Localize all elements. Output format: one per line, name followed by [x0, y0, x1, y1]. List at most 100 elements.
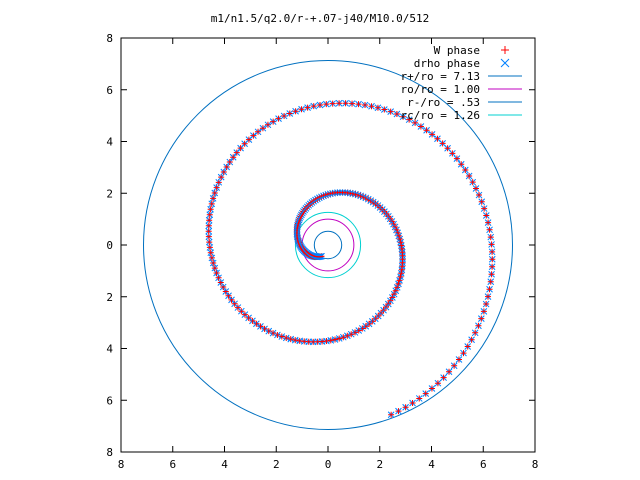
w-phase-point — [398, 270, 405, 277]
legend-label: ro/ro = 1.00 — [401, 83, 480, 96]
w-phase-point — [211, 265, 218, 272]
x-tick-label: 2 — [273, 458, 280, 471]
w-phase-point — [485, 219, 492, 226]
legend-label: drho phase — [414, 57, 480, 70]
w-phase-point — [428, 385, 435, 392]
w-phase-point — [207, 206, 214, 213]
w-phase-point — [406, 116, 413, 123]
w-phase-point — [208, 254, 215, 261]
w-phase-point — [213, 184, 220, 191]
radius-circle — [301, 218, 355, 272]
w-phase-point — [245, 314, 252, 321]
w-phase-point — [462, 167, 469, 174]
y-tick-label: 8 — [106, 446, 113, 459]
w-phase-point — [472, 185, 479, 192]
legend-label: W phase — [434, 44, 480, 57]
w-phase-point — [340, 334, 347, 341]
w-phase-point — [475, 322, 482, 329]
w-phase-point — [486, 286, 493, 293]
y-tick-label: 4 — [106, 343, 113, 356]
w-phase-point — [275, 115, 282, 122]
w-phase-point — [388, 411, 395, 418]
w-phase-point — [215, 274, 222, 281]
w-phase-point — [230, 154, 237, 161]
w-phase-point — [481, 205, 488, 212]
w-phase-point — [487, 234, 494, 241]
w-phase-point — [387, 297, 394, 304]
w-phase-point — [304, 104, 311, 111]
w-phase-point — [455, 356, 462, 363]
w-phase-point — [253, 320, 260, 327]
w-phase-point — [250, 132, 257, 139]
w-phase-point — [332, 336, 339, 343]
y-tick-label: 4 — [106, 136, 113, 149]
w-phase-point — [205, 233, 212, 240]
w-phase-point — [329, 100, 336, 107]
radius-circle — [294, 211, 362, 279]
w-phase-point — [400, 113, 407, 120]
w-phase-point — [434, 135, 441, 142]
w-phase-point — [434, 380, 441, 387]
w-phase-point — [446, 368, 453, 375]
w-phase-point — [439, 140, 446, 147]
x-tick-label: 6 — [480, 458, 487, 471]
w-phase-point — [476, 192, 483, 199]
w-phase-point — [213, 269, 220, 276]
y-tick-label: 0 — [106, 239, 113, 252]
w-phase-point — [412, 119, 419, 126]
w-phase-point — [287, 336, 294, 343]
w-phase-point — [466, 172, 473, 179]
w-phase-point — [395, 408, 402, 415]
x-tick-label: 8 — [532, 458, 539, 471]
w-phase-point — [374, 104, 381, 111]
w-phase-point — [416, 395, 423, 402]
w-phase-point — [316, 102, 323, 109]
w-phase-point — [468, 336, 475, 343]
w-phase-point — [210, 260, 217, 267]
legend-marker-sample — [500, 58, 510, 68]
w-phase-point — [310, 103, 317, 110]
w-phase-point — [241, 140, 248, 147]
points-layer — [205, 99, 496, 419]
y-tick-label: 2 — [106, 187, 113, 200]
w-phase-point — [211, 189, 218, 196]
w-phase-point — [489, 248, 496, 255]
circle-layer — [143, 60, 513, 430]
w-phase-point — [241, 311, 248, 318]
x-tick-label: 2 — [376, 458, 383, 471]
w-phase-point — [286, 110, 293, 117]
w-phase-point — [398, 266, 405, 273]
w-phase-point — [208, 200, 215, 207]
w-phase-point — [210, 195, 217, 202]
w-phase-point — [298, 106, 305, 113]
w-phase-point — [205, 228, 212, 235]
x-tick-label: 0 — [325, 458, 332, 471]
w-phase-point — [393, 111, 400, 118]
radius-circle — [313, 230, 343, 260]
w-phase-point — [429, 131, 436, 138]
w-phase-point — [238, 308, 245, 315]
w-phase-point — [234, 304, 241, 311]
w-phase-point — [206, 244, 213, 251]
w-phase-point — [301, 338, 308, 345]
w-phase-point — [226, 159, 233, 166]
w-phase-point — [283, 334, 290, 341]
y-tick-label: 8 — [106, 32, 113, 45]
x-tick-label: 4 — [428, 458, 435, 471]
w-phase-point — [422, 390, 429, 397]
w-phase-point — [489, 263, 496, 270]
w-phase-point — [292, 337, 299, 344]
w-phase-point — [296, 337, 303, 344]
w-phase-point — [233, 149, 240, 156]
w-phase-point — [362, 102, 369, 109]
w-phase-point — [259, 125, 266, 132]
w-phase-point — [355, 101, 362, 108]
w-phase-point — [249, 317, 256, 324]
w-phase-point — [488, 241, 495, 248]
w-phase-point — [206, 217, 213, 224]
w-phase-point — [478, 315, 485, 322]
w-phase-point — [486, 226, 493, 233]
y-tick-label: 6 — [106, 394, 113, 407]
chart-title: m1/n1.5/q2.0/r-+.07-j40/M10.0/512 — [211, 12, 430, 25]
